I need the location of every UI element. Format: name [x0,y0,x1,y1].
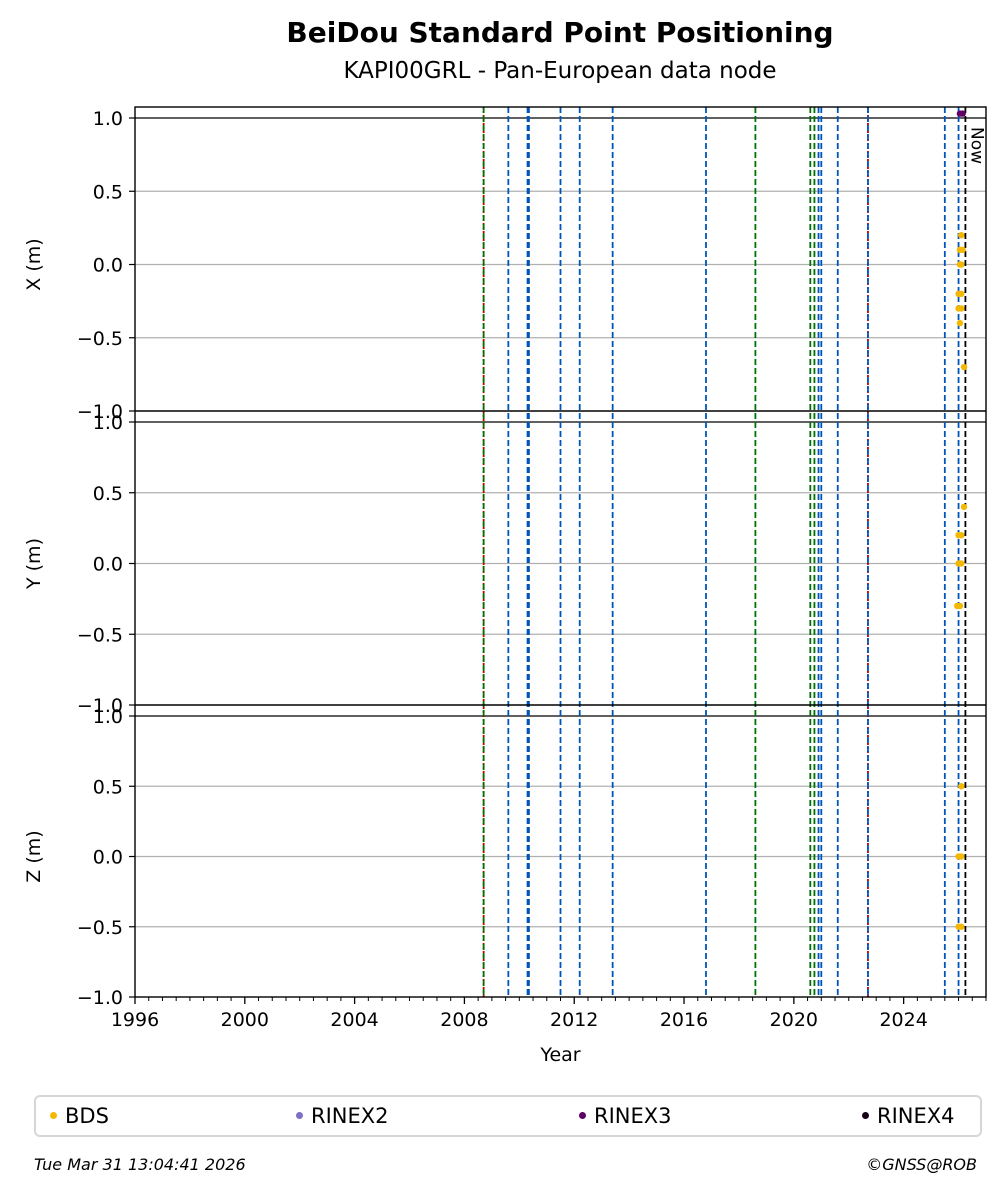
y-tick-label: 0.0 [93,255,123,277]
data-point [959,110,966,117]
y-tick-label: 0.5 [93,776,123,798]
data-point [960,503,968,511]
legend-label-bds: BDS [65,1104,109,1128]
timestamp: Tue Mar 31 13:04:41 2026 [34,1155,246,1174]
y-tick-label: 1.0 [93,706,123,728]
chart-subtitle: KAPI00GRL - Pan-European data node [343,58,777,84]
x-tick-label: 1996 [111,1009,159,1031]
y-tick-label: −1.0 [77,695,123,717]
legend-label-rinex4: RINEX4 [877,1104,955,1128]
legend: BDS RINEX2 RINEX3 RINEX4 [34,1095,982,1137]
x-tick-label: 2024 [879,1009,927,1031]
y-tick-label: −1.0 [77,987,123,1009]
legend-marker-rinex4 [862,1111,869,1119]
data-point [956,319,964,327]
x-tick-label: 2012 [550,1009,598,1031]
data-point [958,232,965,239]
y-tick-label: 0.0 [93,554,123,576]
y-tick-label: 0.5 [93,483,123,505]
y-tick-label: 1.0 [93,412,123,434]
y-tick-label: 1.0 [93,108,123,130]
chart-title: BeiDou Standard Point Positioning [286,16,834,49]
legend-marker-bds [50,1111,57,1119]
data-point [958,261,965,268]
y-tick-label: −1.0 [77,401,123,423]
legend-item-bds: BDS [50,1104,109,1128]
data-point [958,532,965,539]
y-axis-label: X (m) [23,238,45,290]
y-tick-label: −0.5 [77,328,123,350]
y-tick-label: 0.0 [93,847,123,869]
legend-label-rinex2: RINEX2 [311,1104,389,1128]
y-axis-label: Z (m) [23,830,45,882]
data-point [958,923,965,930]
data-point [960,363,968,371]
legend-item-rinex4: RINEX4 [862,1104,955,1128]
data-point [959,246,966,254]
now-label: Now [966,127,986,164]
x-tick-label: 2004 [330,1009,378,1031]
chart-area: 1.0 0.5 0.0 −0.5 −1.0 X (m) 1.0 0.5 0.0 −0.5 −1.0 Y… [23,106,987,1066]
data-point [958,783,965,790]
data-point [958,305,965,312]
data-point [958,290,965,297]
x-tick-label: 2020 [770,1009,818,1031]
data-point [958,560,965,567]
legend-item-rinex3: RINEX3 [579,1104,672,1128]
legend-item-rinex2: RINEX2 [296,1104,389,1128]
y-tick-label: −0.5 [77,624,123,646]
y-axis-label: Y (m) [23,538,45,590]
data-point [958,853,965,860]
credit: ©GNSS@ROB [866,1155,977,1174]
x-tick-label: 2008 [440,1009,488,1031]
y-tick-label: 0.5 [93,181,123,203]
legend-label-rinex3: RINEX3 [594,1104,672,1128]
x-tick-label: 2000 [221,1009,269,1031]
x-axis-label: Year [539,1044,580,1066]
legend-marker-rinex2 [296,1111,303,1119]
legend-marker-rinex3 [579,1111,586,1119]
x-tick-label: 2016 [660,1009,708,1031]
y-tick-label: −0.5 [77,917,123,939]
data-point [956,602,964,610]
